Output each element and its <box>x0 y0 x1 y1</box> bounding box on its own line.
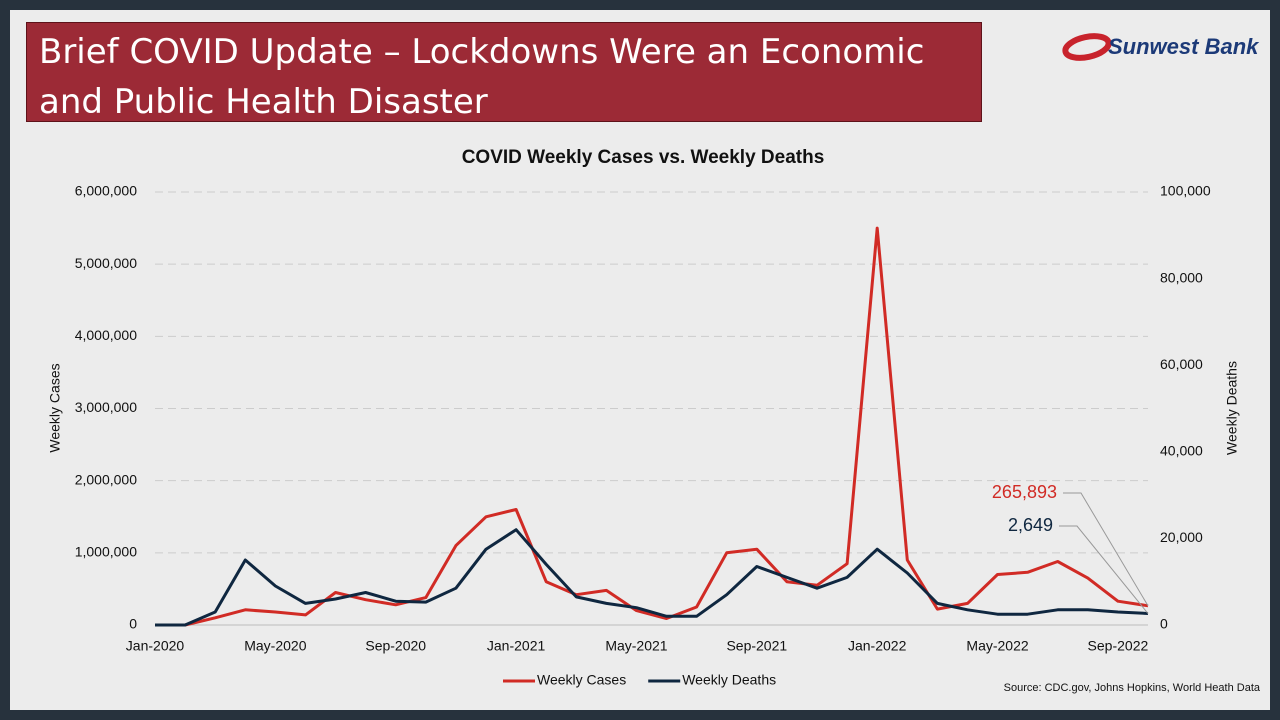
x-tick-label: May-2022 <box>966 638 1028 654</box>
x-tick-label: May-2021 <box>605 638 667 654</box>
slide <box>10 10 1270 710</box>
legend-label: Weekly Cases <box>537 672 626 688</box>
slide-title: Brief COVID Update – Lockdowns Were an E… <box>26 22 982 122</box>
leader-line <box>1063 492 1149 607</box>
y-tick-label: 2,000,000 <box>75 471 137 487</box>
y-tick-label: 3,000,000 <box>75 399 137 415</box>
x-tick-label: Jan-2022 <box>848 638 907 654</box>
logo-text: Sunwest Bank <box>1108 34 1260 59</box>
y2-tick-label: 20,000 <box>1160 529 1203 545</box>
y2-tick-label: 80,000 <box>1160 269 1203 285</box>
logo: Sunwest Bank <box>1062 33 1260 61</box>
logo-swoosh <box>1062 33 1112 61</box>
y2-axis-label: Weekly Deaths <box>1224 361 1240 455</box>
y-tick-label: 0 <box>129 616 137 632</box>
legend-label: Weekly Deaths <box>682 672 776 688</box>
y-tick-label: 5,000,000 <box>75 255 137 271</box>
x-tick-label: Sep-2022 <box>1088 638 1149 654</box>
y2-tick-label: 60,000 <box>1160 356 1203 372</box>
data-label: 2,649 <box>1008 515 1053 535</box>
x-tick-label: Sep-2021 <box>726 638 787 654</box>
x-tick-label: Jan-2021 <box>487 638 546 654</box>
y-tick-label: 1,000,000 <box>75 544 137 560</box>
x-tick-label: Jan-2020 <box>126 638 185 654</box>
x-tick-label: May-2020 <box>244 638 306 654</box>
y2-tick-label: 100,000 <box>1160 183 1211 199</box>
x-tick-label: Sep-2020 <box>365 638 426 654</box>
y-axis-label: Weekly Cases <box>47 363 63 452</box>
y2-tick-label: 40,000 <box>1160 443 1203 459</box>
chart-title: COVID Weekly Cases vs. Weekly Deaths <box>462 147 825 168</box>
source: Source: CDC.gov, Johns Hopkins, World He… <box>1004 682 1261 694</box>
series-line <box>155 528 1149 627</box>
y2-tick-label: 0 <box>1160 616 1168 632</box>
leader-line <box>1059 525 1149 614</box>
data-label: 265,893 <box>992 482 1057 502</box>
series-line <box>155 226 1149 627</box>
y-tick-label: 4,000,000 <box>75 327 137 343</box>
y-tick-label: 6,000,000 <box>75 183 137 199</box>
